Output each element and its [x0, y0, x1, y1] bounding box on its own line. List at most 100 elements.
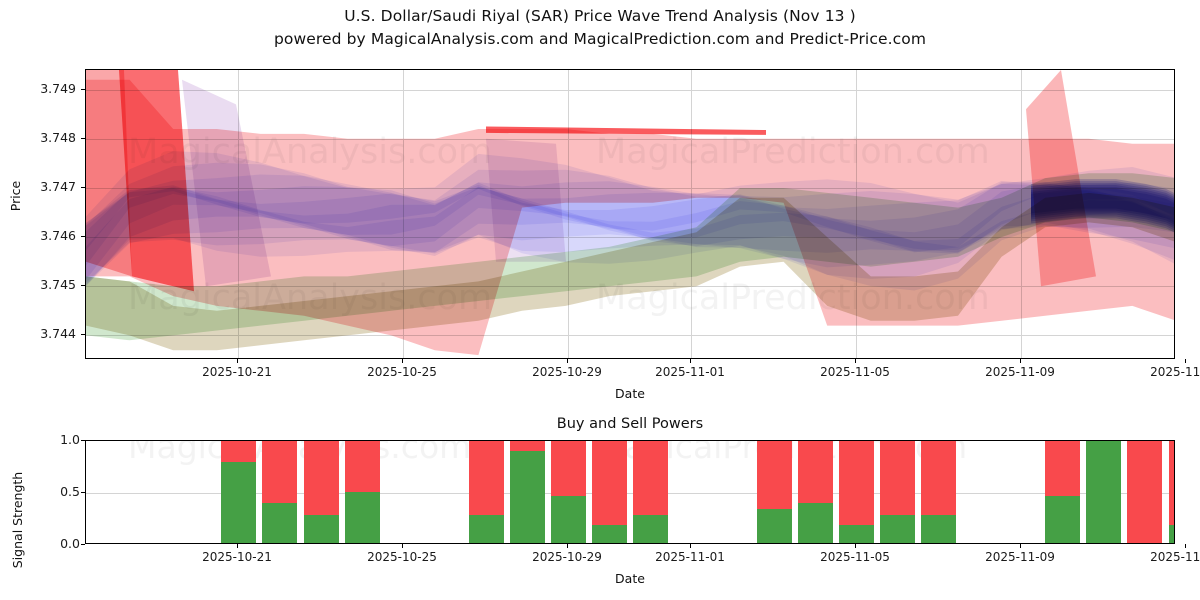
- sell-power-segment: [838, 441, 874, 526]
- wave-x-tick-mark: [402, 359, 403, 363]
- band-blue-wave-6: [86, 151, 1174, 253]
- power-bar[interactable]: [303, 441, 339, 543]
- power-bar[interactable]: [1168, 441, 1174, 543]
- power-y-tick-mark: [81, 492, 85, 493]
- power-bar[interactable]: [797, 441, 833, 543]
- buy-power-segment: [344, 492, 380, 543]
- line-red-thin: [486, 126, 766, 135]
- wave-x-tick-label: 2025-11-05: [820, 365, 890, 379]
- power-x-tick-label: 2025-10-25: [367, 550, 437, 564]
- power-x-tick-mark: [567, 544, 568, 548]
- sell-power-segment: [756, 441, 792, 509]
- buy-power-segment: [591, 525, 627, 543]
- power-bar[interactable]: [344, 441, 380, 543]
- buy-power-segment: [550, 496, 586, 543]
- power-x-tick-label: 2025-10-21: [202, 550, 272, 564]
- wave-x-tick-mark: [1020, 359, 1021, 363]
- buy-power-segment: [261, 503, 297, 543]
- band-olive-overlap: [86, 192, 1174, 351]
- power-x-tick-label: 2025-11-01: [655, 550, 725, 564]
- band-blue-dense-5: [1031, 179, 1174, 223]
- wave-y-tick-label: 3.749: [40, 80, 76, 96]
- watermark-analysis-3: MagicalAnalysis.com: [128, 440, 472, 466]
- wave-x-tick-label: 2025-11-13: [1150, 365, 1200, 379]
- power-x-tick-mark: [237, 544, 238, 548]
- power-y-tick-label: 1.0: [60, 432, 80, 447]
- gridline-horizontal: [86, 89, 1174, 91]
- power-bar[interactable]: [838, 441, 874, 543]
- buy-power-segment: [1044, 496, 1080, 543]
- power-bar[interactable]: [879, 441, 915, 543]
- zone-purple-mid: [486, 138, 566, 262]
- sell-power-segment: [1044, 441, 1080, 497]
- power-bar[interactable]: [550, 441, 586, 543]
- power-bar[interactable]: [756, 441, 792, 543]
- sell-power-segment: [879, 441, 915, 515]
- sell-power-segment: [509, 441, 545, 452]
- power-bar[interactable]: [509, 441, 545, 543]
- gridline-horizontal: [86, 335, 1174, 337]
- price-wave-plot: MagicalAnalysis.com MagicalPrediction.co…: [85, 69, 1175, 359]
- wave-x-tick-label: 2025-10-25: [367, 365, 437, 379]
- buy-power-segment: [797, 503, 833, 543]
- buy-power-segment: [468, 514, 504, 543]
- wave-x-tick-mark: [237, 359, 238, 363]
- power-x-tick-label: 2025-11-13: [1150, 550, 1200, 564]
- sell-power-segment: [1126, 441, 1162, 543]
- power-bar[interactable]: [632, 441, 668, 543]
- wave-y-tick-mark: [81, 285, 85, 287]
- power-y-tick-label: 0.0: [60, 536, 80, 551]
- power-x-tick-mark: [1185, 544, 1186, 548]
- sell-power-segment: [920, 441, 956, 515]
- wave-y-tick-mark: [81, 88, 85, 90]
- power-bar[interactable]: [1085, 441, 1121, 543]
- page-title: U.S. Dollar/Saudi Riyal (SAR) Price Wave…: [344, 7, 856, 25]
- wave-x-tick-label: 2025-11-09: [985, 365, 1055, 379]
- wave-y-tick-label: 3.748: [40, 129, 76, 145]
- sell-power-segment: [797, 441, 833, 504]
- sell-power-segment: [632, 441, 668, 515]
- wave-y-tick-label: 3.745: [40, 277, 76, 293]
- power-x-tick-mark: [690, 544, 691, 548]
- buy-power-segment: [1085, 441, 1121, 543]
- power-x-tick-mark: [402, 544, 403, 548]
- spike-red-left: [119, 70, 194, 292]
- sell-power-segment: [591, 441, 627, 526]
- buy-sell-power-plot: MagicalAnalysis.com MagicalPrediction.co…: [85, 440, 1175, 544]
- buy-power-segment: [303, 514, 339, 543]
- wave-y-tick-label: 3.746: [40, 228, 76, 244]
- power-x-tick-label: 2025-10-29: [532, 550, 602, 564]
- wave-y-tick-label: 3.744: [40, 326, 76, 342]
- wave-x-axis-label: Date: [615, 386, 645, 401]
- power-bar[interactable]: [261, 441, 297, 543]
- power-bar[interactable]: [468, 441, 504, 543]
- wave-bands-svg: [86, 70, 1174, 356]
- wave-x-tick-mark: [567, 359, 568, 363]
- power-bar[interactable]: [1044, 441, 1080, 543]
- sell-power-segment: [1168, 441, 1174, 526]
- sell-power-segment: [344, 441, 380, 493]
- power-y-tick-label: 0.5: [60, 484, 80, 499]
- wave-x-tick-mark: [690, 359, 691, 363]
- power-x-tick-label: 2025-11-05: [820, 550, 890, 564]
- wave-x-tick-mark: [855, 359, 856, 363]
- wave-y-tick-mark: [81, 334, 85, 336]
- power-x-tick-label: 2025-11-09: [985, 550, 1055, 564]
- buy-power-segment: [920, 514, 956, 543]
- power-bar[interactable]: [220, 441, 256, 543]
- power-bar[interactable]: [1126, 441, 1162, 543]
- power-x-axis-label: Date: [615, 571, 645, 586]
- buy-power-segment: [509, 451, 545, 543]
- power-bar[interactable]: [591, 441, 627, 543]
- power-bar[interactable]: [920, 441, 956, 543]
- wave-x-tick-label: 2025-11-01: [655, 365, 725, 379]
- power-x-tick-mark: [1020, 544, 1021, 548]
- buy-power-segment: [756, 508, 792, 543]
- power-x-tick-mark: [855, 544, 856, 548]
- power-y-tick-mark: [81, 440, 85, 441]
- power-chart-title: Buy and Sell Powers: [556, 416, 704, 432]
- spike-red-right: [1026, 70, 1096, 287]
- sell-power-segment: [220, 441, 256, 462]
- wave-x-tick-mark: [1185, 359, 1186, 363]
